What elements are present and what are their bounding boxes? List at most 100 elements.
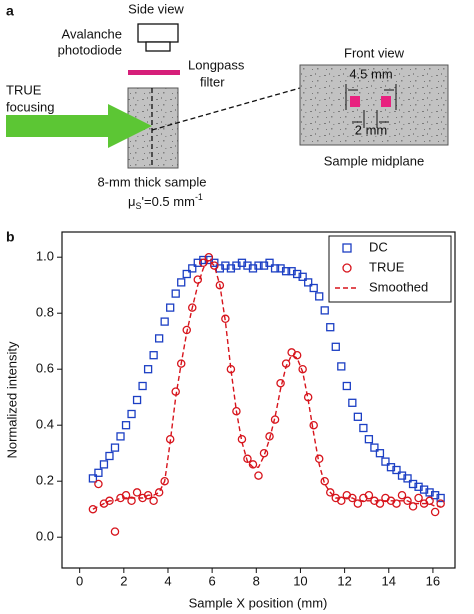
- dc-marker: [386, 463, 396, 472]
- dc-marker: [359, 423, 368, 433]
- filter-label: Longpass: [188, 57, 245, 72]
- dc-marker: [298, 272, 307, 281]
- dc-marker: [414, 482, 423, 491]
- true-marker: [221, 314, 230, 324]
- dc-marker: [116, 432, 125, 441]
- x-tick-label: 8: [253, 573, 260, 588]
- dc-marker: [226, 264, 236, 273]
- dc-marker: [309, 283, 318, 293]
- dc-marker: [397, 471, 407, 480]
- focus-label: focusing: [6, 99, 54, 114]
- true-marker: [309, 420, 318, 430]
- photodiode: [137, 23, 179, 52]
- dc-marker: [315, 292, 324, 301]
- panel-label: b: [6, 229, 15, 245]
- true-marker: [121, 490, 131, 500]
- dc-marker: [370, 443, 379, 452]
- dc-marker: [292, 269, 302, 279]
- true-marker: [298, 364, 307, 374]
- dc-marker: [88, 474, 98, 483]
- true-marker: [254, 471, 263, 480]
- true-marker: [314, 454, 324, 464]
- focus-label: TRUE: [6, 82, 42, 97]
- dc-marker: [276, 264, 285, 273]
- true-marker: [248, 460, 258, 469]
- dc-marker: [259, 261, 269, 270]
- dc-marker: [281, 267, 291, 276]
- dc-marker: [331, 342, 340, 351]
- true-marker: [210, 261, 219, 270]
- legend-label: DC: [369, 239, 388, 254]
- true-marker: [143, 490, 153, 500]
- true-marker: [397, 490, 407, 500]
- dc-marker: [94, 468, 103, 477]
- series-line: [92, 258, 441, 510]
- x-tick-label: 16: [426, 573, 440, 588]
- dc-marker: [320, 306, 329, 315]
- y-tick-label: 0.2: [36, 473, 54, 488]
- true-marker: [430, 507, 440, 517]
- detector-label: Avalanche: [62, 26, 122, 41]
- dc-marker: [237, 258, 247, 267]
- dc-marker: [254, 261, 263, 270]
- dc-marker: [304, 278, 313, 287]
- x-tick-label: 10: [293, 573, 307, 588]
- x-tick-label: 0: [76, 573, 83, 588]
- x-axis-label: Sample X position (mm): [189, 595, 328, 610]
- dimension-label: 4.5 mm: [349, 66, 392, 81]
- front-view-label: Front view: [344, 45, 405, 60]
- dc-marker: [232, 261, 241, 270]
- x-tick-label: 14: [382, 573, 396, 588]
- true-marker: [408, 502, 418, 511]
- true-marker: [425, 496, 434, 506]
- dc-marker: [436, 493, 445, 503]
- focus-arrow: [6, 104, 152, 148]
- dc-marker: [337, 362, 346, 371]
- true-marker: [176, 359, 186, 368]
- true-marker: [414, 493, 423, 503]
- legend-label: Smoothed: [369, 279, 428, 294]
- true-marker: [353, 499, 363, 508]
- dc-marker: [403, 474, 412, 483]
- true-marker: [110, 527, 120, 536]
- x-tick-label: 2: [120, 573, 127, 588]
- detector-label: photodiode: [58, 42, 122, 57]
- y-tick-label: 0.0: [36, 529, 54, 544]
- true-marker: [237, 434, 247, 444]
- plot-frame: [61, 231, 456, 569]
- mu-sup: -1: [195, 192, 203, 202]
- dc-marker: [177, 278, 186, 287]
- dc-marker: [132, 395, 142, 405]
- dc-marker: [425, 488, 434, 497]
- filter: [128, 70, 180, 75]
- true-marker: [265, 432, 274, 441]
- filter-label: filter: [200, 74, 225, 89]
- dc-marker: [408, 479, 418, 489]
- x-tick-label: 4: [164, 573, 171, 588]
- true-marker: [132, 488, 142, 497]
- y-tick-label: 0.4: [36, 417, 54, 432]
- dc-marker: [171, 289, 180, 298]
- true-marker: [105, 496, 114, 506]
- dc-marker: [392, 465, 401, 475]
- true-marker: [320, 476, 329, 486]
- true-marker: [436, 499, 445, 508]
- dc-marker: [248, 264, 258, 273]
- y-tick-label: 1.0: [36, 249, 54, 264]
- legend-marker: [342, 243, 352, 253]
- dc-marker: [381, 457, 390, 466]
- true-marker: [188, 303, 197, 312]
- true-marker: [160, 476, 169, 486]
- true-marker: [270, 415, 280, 424]
- panel-label: a: [6, 3, 14, 19]
- true-marker: [348, 493, 357, 503]
- true-marker: [94, 479, 103, 489]
- x-tick-label: 6: [209, 573, 216, 588]
- dc-marker: [188, 264, 197, 273]
- mu: μ: [128, 194, 136, 209]
- sample-front: [299, 64, 449, 146]
- dc-marker: [154, 334, 164, 343]
- dc-marker: [149, 351, 158, 360]
